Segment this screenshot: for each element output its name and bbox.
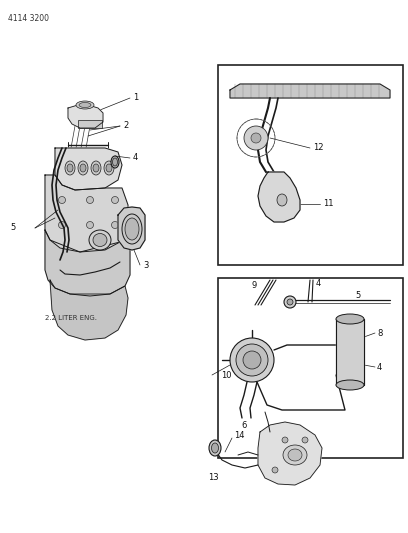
Ellipse shape (111, 197, 118, 204)
Ellipse shape (65, 161, 75, 175)
Text: 2.2 LITER ENG.: 2.2 LITER ENG. (45, 315, 97, 321)
Text: 6: 6 (241, 421, 247, 430)
Text: 13: 13 (208, 473, 219, 482)
Ellipse shape (113, 158, 118, 166)
Bar (218, 65, 403, 265)
Ellipse shape (211, 443, 219, 453)
Text: 5: 5 (355, 292, 360, 301)
Ellipse shape (79, 102, 91, 108)
Ellipse shape (282, 437, 288, 443)
Ellipse shape (336, 314, 364, 324)
Ellipse shape (243, 351, 261, 369)
Polygon shape (50, 280, 128, 340)
Ellipse shape (244, 126, 268, 150)
Ellipse shape (230, 338, 274, 382)
Ellipse shape (93, 233, 107, 246)
Ellipse shape (58, 222, 66, 229)
Text: 4: 4 (133, 154, 138, 163)
Ellipse shape (106, 164, 112, 172)
Ellipse shape (76, 101, 94, 109)
Ellipse shape (288, 449, 302, 461)
Ellipse shape (272, 467, 278, 473)
Ellipse shape (122, 214, 142, 244)
Ellipse shape (86, 197, 93, 204)
Ellipse shape (336, 380, 364, 390)
Text: 4114 3200: 4114 3200 (8, 14, 49, 23)
Polygon shape (45, 230, 130, 296)
Text: 4: 4 (316, 279, 321, 287)
Ellipse shape (283, 445, 307, 465)
Text: 2: 2 (123, 122, 128, 131)
Ellipse shape (236, 344, 268, 376)
Ellipse shape (93, 164, 99, 172)
Text: 1: 1 (133, 93, 138, 102)
Ellipse shape (111, 222, 118, 229)
Ellipse shape (111, 156, 119, 168)
Ellipse shape (78, 161, 88, 175)
Polygon shape (258, 172, 300, 222)
Text: 12: 12 (313, 143, 324, 152)
Ellipse shape (251, 133, 261, 143)
Ellipse shape (80, 164, 86, 172)
Text: 14: 14 (234, 432, 244, 440)
Ellipse shape (104, 161, 114, 175)
Polygon shape (55, 148, 122, 190)
Ellipse shape (125, 218, 139, 240)
Text: 9: 9 (252, 280, 257, 289)
Ellipse shape (287, 299, 293, 305)
Ellipse shape (91, 161, 101, 175)
Polygon shape (258, 422, 322, 485)
Polygon shape (336, 319, 364, 385)
Text: 11: 11 (323, 199, 333, 208)
Bar (78, 120, 102, 128)
Ellipse shape (284, 296, 296, 308)
Ellipse shape (89, 230, 111, 250)
Ellipse shape (58, 197, 66, 204)
Polygon shape (68, 105, 103, 128)
Text: 10: 10 (221, 370, 231, 379)
Polygon shape (118, 207, 145, 250)
Bar (218, 278, 403, 458)
Ellipse shape (67, 164, 73, 172)
Ellipse shape (277, 194, 287, 206)
Polygon shape (45, 175, 128, 252)
Text: 8: 8 (377, 328, 382, 337)
Text: 5: 5 (10, 223, 15, 232)
Text: 3: 3 (143, 261, 149, 270)
Ellipse shape (86, 222, 93, 229)
Polygon shape (230, 84, 390, 98)
Text: 4: 4 (377, 362, 382, 372)
Ellipse shape (209, 440, 221, 456)
Ellipse shape (302, 437, 308, 443)
